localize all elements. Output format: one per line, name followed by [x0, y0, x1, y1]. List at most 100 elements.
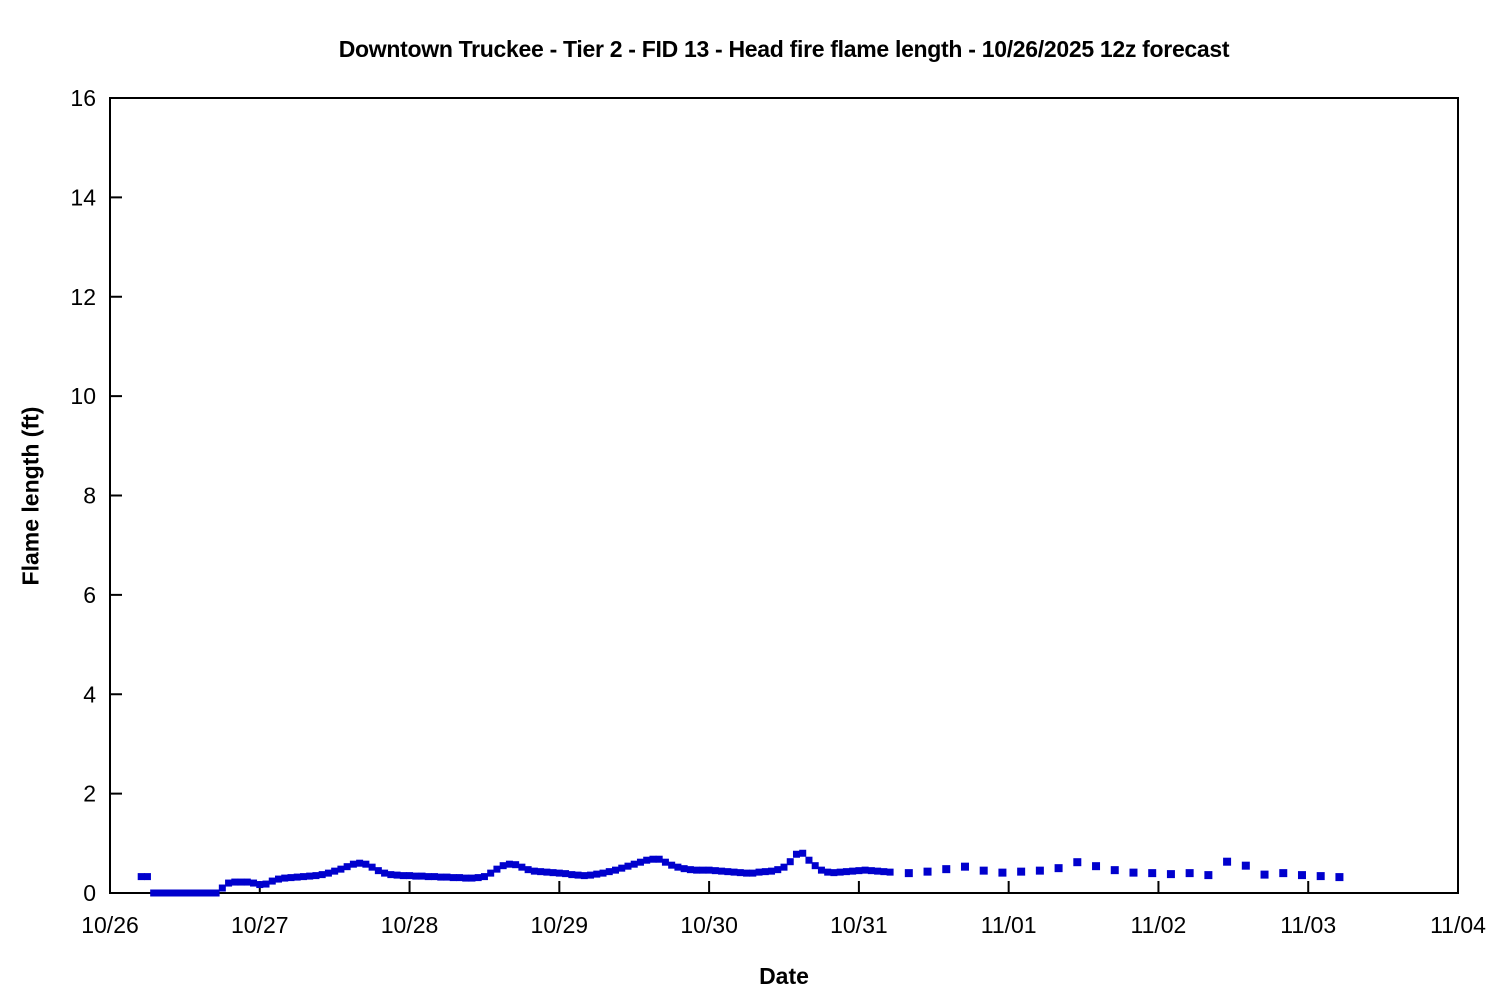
data-marker	[923, 867, 932, 876]
data-marker	[362, 860, 370, 868]
data-marker	[612, 866, 619, 874]
data-marker	[287, 874, 295, 882]
data-marker	[143, 873, 151, 881]
data-marker	[1166, 870, 1175, 879]
data-marker	[318, 871, 326, 879]
data-marker	[761, 868, 769, 876]
data-marker	[231, 878, 239, 886]
data-marker	[175, 889, 183, 897]
data-marker	[824, 868, 832, 876]
data-marker	[830, 869, 838, 877]
data-marker	[243, 878, 251, 886]
data-marker	[505, 860, 513, 868]
data-marker	[530, 867, 538, 875]
y-tick-label: 16	[70, 85, 96, 111]
data-marker	[680, 865, 688, 873]
data-marker	[686, 866, 694, 874]
data-marker	[331, 867, 339, 875]
data-marker	[256, 881, 264, 889]
data-marker	[555, 869, 563, 877]
data-marker	[156, 889, 164, 897]
data-marker	[512, 861, 520, 869]
data-marker	[374, 867, 382, 875]
data-marker	[736, 869, 744, 877]
data-marker	[874, 867, 882, 875]
data-marker	[880, 868, 888, 876]
data-marker	[537, 868, 545, 876]
data-marker	[1148, 869, 1157, 878]
data-marker	[618, 864, 626, 872]
data-marker	[1297, 871, 1306, 880]
x-axis-label: Date	[759, 963, 809, 989]
data-marker	[1185, 869, 1194, 878]
data-marker	[406, 872, 414, 880]
data-marker	[1092, 862, 1101, 871]
data-marker	[1260, 870, 1269, 879]
data-marker	[693, 866, 701, 874]
x-tick-label: 11/01	[981, 912, 1037, 938]
data-marker	[137, 873, 145, 881]
data-marker	[792, 850, 800, 858]
data-marker	[449, 874, 457, 882]
data-marker	[842, 868, 850, 876]
x-tick-label: 11/04	[1430, 912, 1486, 938]
data-marker	[181, 889, 189, 897]
data-marker	[493, 865, 501, 873]
y-tick-label: 2	[83, 781, 96, 807]
data-marker	[324, 869, 332, 877]
data-marker	[399, 872, 407, 880]
x-tick-label: 10/30	[680, 912, 738, 938]
data-marker	[262, 880, 270, 888]
data-marker	[755, 868, 763, 876]
data-marker	[1241, 861, 1250, 870]
y-tick-label: 10	[70, 383, 96, 409]
x-tick-label: 11/03	[1280, 912, 1336, 938]
data-marker	[462, 874, 470, 882]
data-marker	[587, 871, 595, 879]
data-marker	[904, 869, 913, 878]
data-marker	[811, 862, 819, 870]
data-marker	[1335, 873, 1344, 882]
data-marker	[643, 856, 651, 864]
data-marker	[855, 867, 863, 875]
data-marker	[780, 863, 788, 871]
data-marker	[674, 863, 682, 871]
data-marker	[412, 872, 420, 880]
data-marker	[480, 873, 488, 881]
data-marker	[268, 877, 276, 885]
data-marker	[225, 879, 233, 887]
data-marker	[424, 873, 432, 881]
data-marker	[356, 859, 364, 867]
data-marker	[699, 866, 707, 874]
data-marker	[1110, 866, 1119, 875]
x-tick-label: 10/28	[381, 912, 439, 938]
data-marker	[730, 868, 738, 876]
data-marker	[193, 889, 201, 897]
data-marker	[468, 874, 476, 882]
x-tick-label: 10/26	[81, 912, 139, 938]
data-marker	[393, 871, 401, 879]
data-marker	[630, 860, 638, 868]
data-marker	[206, 889, 214, 897]
data-marker	[718, 867, 726, 875]
data-marker	[655, 855, 663, 863]
data-marker	[624, 862, 632, 870]
data-marker	[1054, 864, 1063, 873]
data-marker	[474, 874, 482, 882]
data-marker	[849, 867, 857, 875]
data-marker	[218, 884, 226, 892]
data-marker	[705, 866, 713, 874]
data-marker	[487, 869, 495, 877]
y-tick-label: 0	[83, 880, 96, 906]
y-tick-label: 6	[83, 582, 96, 608]
data-marker	[568, 871, 576, 879]
data-marker	[1035, 866, 1044, 875]
data-marker	[293, 873, 301, 881]
data-marker	[960, 862, 969, 871]
data-marker	[636, 858, 644, 866]
data-marker	[312, 872, 320, 880]
data-marker	[998, 868, 1007, 877]
data-marker	[549, 869, 557, 877]
